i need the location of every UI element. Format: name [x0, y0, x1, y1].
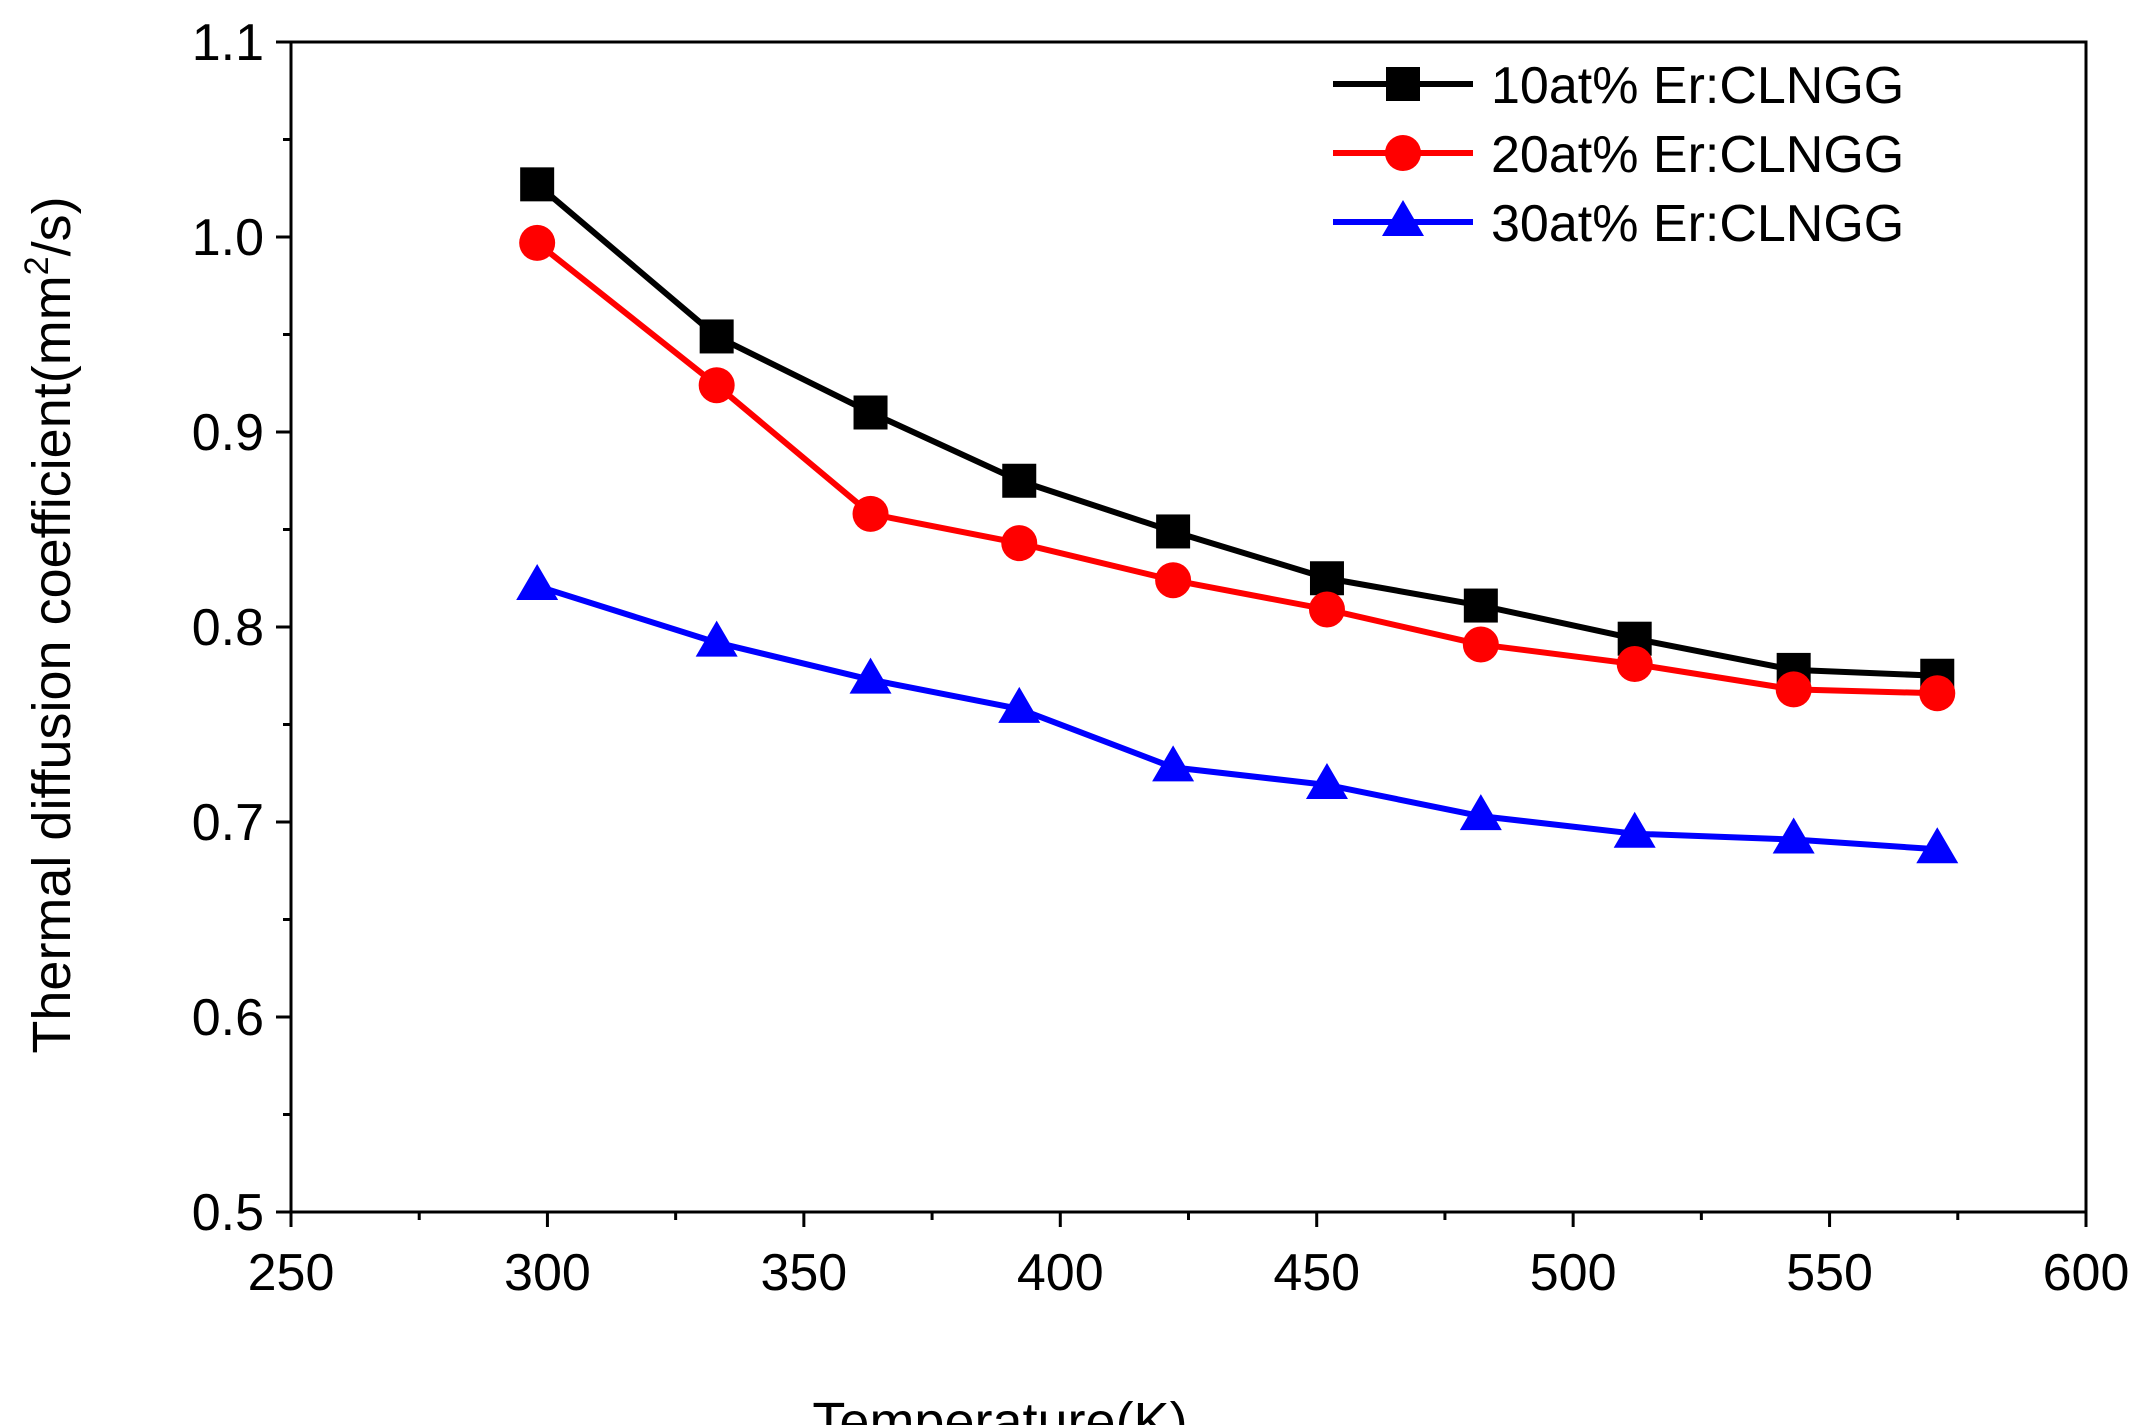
data-point [1613, 811, 1656, 848]
data-point [1772, 817, 1815, 854]
x-tick-label: 600 [2043, 1244, 2130, 1302]
y-tick-label: 0.5 [192, 1184, 264, 1242]
data-point [695, 620, 738, 657]
legend-item: 10at% Er:CLNGG [1333, 57, 1904, 115]
legend-item: 20at% Er:CLNGG [1333, 126, 1904, 184]
legend-label: 20at% Er:CLNGG [1491, 126, 1904, 184]
legend-label: 10at% Er:CLNGG [1491, 57, 1904, 115]
y-tick-label: 0.6 [192, 989, 264, 1047]
data-point [1916, 827, 1959, 864]
x-axis: 250 300 350 400 450 500 550 600 [248, 1212, 2130, 1302]
series-line [535, 182, 1938, 679]
data-point [1462, 626, 1499, 663]
y-axis-label-suffix: /s) [22, 196, 82, 256]
legend-item: 30at% Er:CLNGG [1333, 195, 1904, 253]
legend-marker [1385, 135, 1421, 171]
y-tick-label: 1.0 [192, 209, 264, 267]
y-axis-label-prefix: Thermal diffusion coefficient(mm [22, 275, 82, 1053]
legend-marker [1382, 200, 1424, 236]
x-axis-label: Temperature(K) [812, 1392, 1187, 1425]
data-point [698, 367, 735, 404]
x-tick-label: 300 [504, 1244, 591, 1302]
series-layer [516, 167, 1959, 864]
y-tick-label: 0.7 [192, 794, 264, 852]
y-tick-label: 1.1 [192, 14, 264, 72]
series-3 [516, 564, 1959, 864]
x-tick-label: 550 [1786, 1244, 1873, 1302]
x-tick-label: 500 [1530, 1244, 1617, 1302]
x-tick-label: 250 [248, 1244, 335, 1302]
series-line [535, 240, 1938, 697]
data-point [1001, 525, 1038, 562]
data-point [852, 495, 889, 532]
data-point [1156, 514, 1191, 549]
y-tick-label: 0.9 [192, 404, 264, 462]
legend-marker [1386, 67, 1420, 101]
x-tick-label: 400 [1017, 1244, 1104, 1302]
series-2 [519, 224, 1956, 712]
legend: 10at% Er:CLNGG 20at% Er:CLNGG 30at% Er:CLN… [1333, 57, 1904, 253]
data-point [1463, 588, 1498, 623]
data-point [1775, 671, 1812, 708]
y-axis: 0.5 0.6 0.7 0.8 0.9 1.0 1.1 [192, 14, 291, 1242]
series-line [536, 583, 1938, 853]
data-point [520, 167, 555, 202]
data-point [1308, 591, 1345, 628]
data-point [998, 686, 1041, 723]
data-point [1919, 675, 1956, 712]
data-point [1155, 562, 1192, 599]
y-tick-label: 0.8 [192, 599, 264, 657]
y-axis-label-superscript: 2 [18, 256, 56, 275]
y-axis-label: Thermal diffusion coefficient(mm2/s) [18, 196, 82, 1053]
data-point [519, 224, 556, 261]
data-point [849, 657, 892, 694]
data-point [1305, 762, 1348, 799]
data-point [853, 395, 888, 430]
data-point [1309, 561, 1344, 596]
legend-label: 30at% Er:CLNGG [1491, 195, 1904, 253]
x-tick-label: 450 [1273, 1244, 1360, 1302]
data-point [1459, 794, 1502, 831]
data-point [699, 319, 734, 354]
data-point [1152, 745, 1195, 782]
data-point [1002, 463, 1037, 498]
data-point [1616, 646, 1653, 683]
x-tick-label: 350 [760, 1244, 847, 1302]
data-point [516, 564, 559, 601]
